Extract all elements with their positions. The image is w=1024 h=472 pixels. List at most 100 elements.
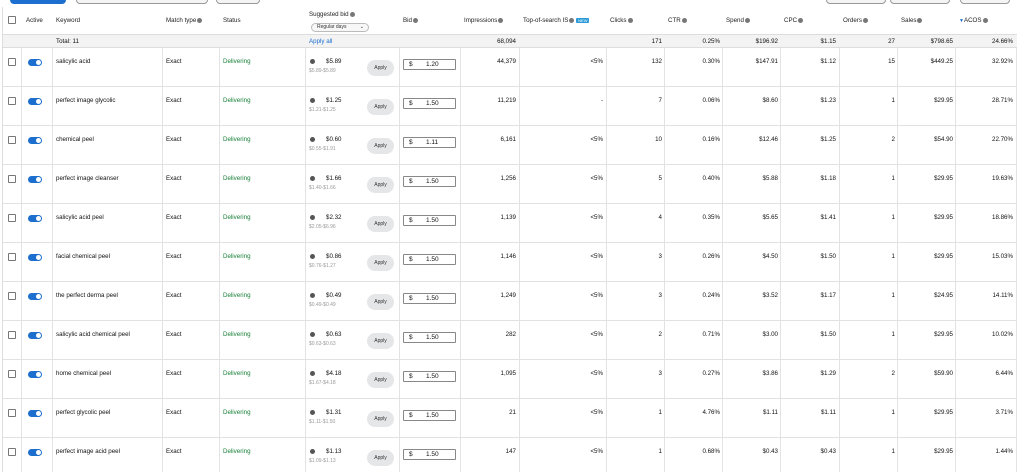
bid-info-icon[interactable] [310,371,315,376]
row-checkbox[interactable] [8,97,16,105]
bid-input[interactable]: $ 1.11 [403,137,456,148]
active-toggle[interactable] [28,254,42,261]
spend: $5.88 [762,175,778,182]
spend: $4.50 [762,253,778,260]
info-icon[interactable] [197,17,203,23]
currency-symbol: $ [409,61,413,68]
bid-input[interactable]: $ 1.50 [403,371,456,382]
active-toggle[interactable] [28,293,42,300]
active-toggle[interactable] [28,137,42,144]
info-icon[interactable] [862,17,868,23]
apply-button[interactable]: Apply [367,294,394,310]
bid-input[interactable]: $ 1.50 [403,332,456,343]
col-impressions[interactable]: Impressions [464,17,504,24]
bid-input[interactable]: $ 1.50 [403,215,456,226]
active-toggle[interactable] [28,59,42,66]
row-checkbox[interactable] [8,292,16,300]
row-checkbox[interactable] [8,253,16,261]
bid-info-icon[interactable] [310,98,315,103]
bid-info-icon[interactable] [310,410,315,415]
bid-info-icon[interactable] [310,59,315,64]
col-suggested-bid[interactable]: Suggested bid [309,11,355,18]
bid-info-icon[interactable] [310,215,315,220]
active-toggle[interactable] [28,332,42,339]
apply-button[interactable]: Apply [367,372,394,388]
info-icon[interactable] [412,17,418,23]
row-checkbox[interactable] [8,331,16,339]
bid-info-icon[interactable] [310,449,315,454]
active-toggle[interactable] [28,176,42,183]
info-icon[interactable] [627,17,633,23]
info-icon[interactable] [349,11,355,17]
bid-input[interactable]: $ 1.20 [403,59,456,70]
row-checkbox[interactable] [8,136,16,144]
row-checkbox[interactable] [8,448,16,456]
apply-button[interactable]: Apply [367,333,394,349]
info-icon[interactable] [498,17,504,23]
row-checkbox[interactable] [8,214,16,222]
col-status[interactable]: Status [223,17,241,24]
row-checkbox[interactable] [8,409,16,417]
active-toggle[interactable] [28,98,42,105]
col-top-of-search[interactable]: Top-of-search IS NEW [523,17,590,24]
apply-button[interactable]: Apply [367,216,394,232]
acos: 28.71% [992,97,1013,104]
info-icon[interactable] [569,17,575,23]
info-icon[interactable] [744,17,750,23]
bid-input[interactable]: $ 1.50 [403,449,456,460]
bid-input[interactable]: $ 1.50 [403,98,456,109]
active-toggle[interactable] [28,449,42,456]
col-match-type[interactable]: Match type [166,17,203,24]
suggested-bid-dropdown[interactable]: Regular days ⌄ [311,23,369,32]
col-clicks[interactable]: Clicks [610,17,633,24]
bid-info-icon[interactable] [310,293,315,298]
apply-button[interactable]: Apply [367,177,394,193]
row-checkbox[interactable] [8,58,16,66]
col-ctr[interactable]: CTR [668,17,687,24]
apply-button[interactable]: Apply [367,60,394,76]
active-toggle[interactable] [28,410,42,417]
col-bid[interactable]: Bid [403,17,418,24]
bid-input[interactable]: $ 1.50 [403,410,456,421]
export-button[interactable] [960,0,1010,4]
bid-value: 1.50 [426,295,439,302]
primary-action-button[interactable] [10,0,66,4]
apply-button[interactable]: Apply [367,99,394,115]
info-icon[interactable] [681,17,687,23]
info-icon[interactable] [798,17,804,23]
active-toggle[interactable] [28,215,42,222]
table-row: salicylic acid chemical peel Exact Deliv… [3,321,1017,360]
bid-info-icon[interactable] [310,254,315,259]
sales: $29.95 [934,253,953,260]
suggested-bid-range: $2.05-$6.96 [309,224,336,230]
active-toggle[interactable] [28,371,42,378]
apply-button[interactable]: Apply [367,411,394,427]
bid-info-icon[interactable] [310,137,315,142]
col-sales[interactable]: Sales [901,17,923,24]
select-all-checkbox[interactable] [8,16,16,24]
apply-button[interactable]: Apply [367,138,394,154]
row-checkbox[interactable] [8,370,16,378]
col-orders[interactable]: Orders [843,17,868,24]
bid-input[interactable]: $ 1.50 [403,293,456,304]
col-cpc[interactable]: CPC [784,17,804,24]
info-icon[interactable] [982,17,988,23]
col-acos[interactable]: ▼ACOS [959,17,988,25]
info-icon[interactable] [917,17,923,23]
row-checkbox[interactable] [8,175,16,183]
columns-button[interactable] [826,0,886,4]
apply-button[interactable]: Apply [367,255,394,271]
search-field[interactable] [76,0,208,4]
table-row: facial chemical peel Exact Delivering $0… [3,243,1017,282]
filter-button[interactable] [216,0,260,4]
col-spend[interactable]: Spend [726,17,750,24]
bid-info-icon[interactable] [310,332,315,337]
bid-info-icon[interactable] [310,176,315,181]
date-range-button[interactable] [890,0,950,4]
table-row: perfect image glycolic Exact Delivering … [3,87,1017,126]
bid-input[interactable]: $ 1.50 [403,176,456,187]
apply-button[interactable]: Apply [367,450,394,466]
apply-all-link[interactable]: Apply all [309,38,333,45]
bid-input[interactable]: $ 1.50 [403,254,456,265]
col-keyword[interactable]: Keyword [56,17,81,24]
